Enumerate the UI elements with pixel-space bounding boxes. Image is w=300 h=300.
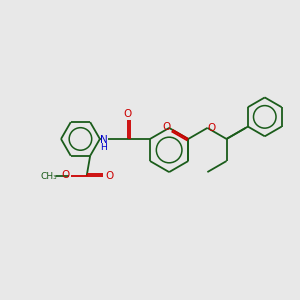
- Text: CH₃: CH₃: [40, 172, 57, 181]
- Text: H: H: [100, 143, 107, 152]
- Text: O: O: [124, 109, 132, 119]
- Text: O: O: [61, 170, 70, 180]
- Text: O: O: [207, 123, 216, 133]
- Text: O: O: [163, 122, 171, 132]
- Text: N: N: [100, 135, 107, 145]
- Text: O: O: [106, 171, 114, 181]
